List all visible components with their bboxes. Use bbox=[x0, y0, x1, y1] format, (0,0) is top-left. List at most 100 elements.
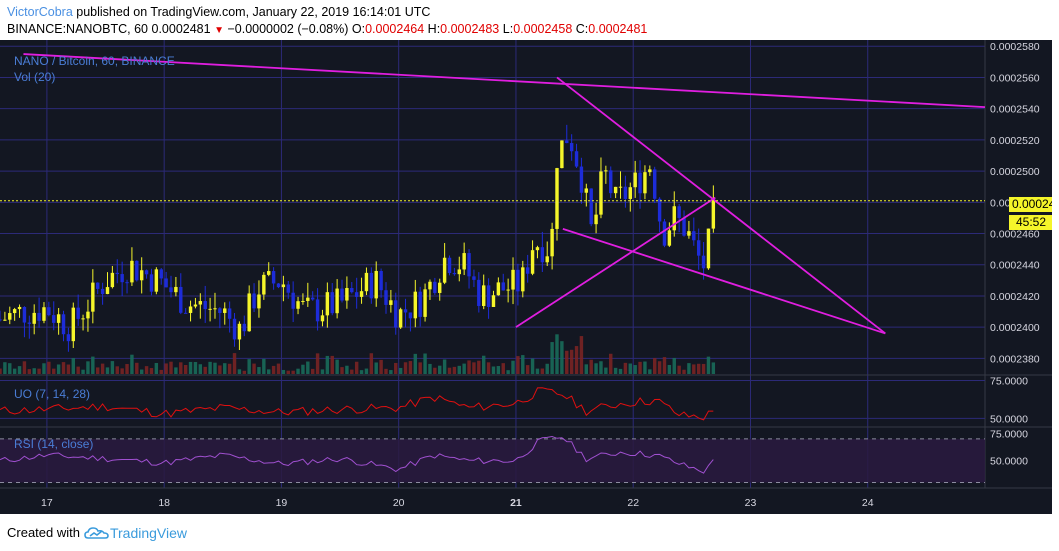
volume-bar bbox=[491, 366, 496, 374]
volume-bar bbox=[359, 370, 364, 374]
volume-bar bbox=[545, 363, 549, 374]
candle-body bbox=[579, 166, 584, 193]
indicator-lines bbox=[0, 387, 714, 474]
volume-bar bbox=[232, 353, 237, 374]
rsi-tick-label: 75.0000 bbox=[990, 428, 1028, 440]
candle-body bbox=[628, 187, 632, 199]
volume-bar bbox=[672, 357, 676, 374]
candle-body bbox=[110, 272, 115, 288]
time-tick-label: 17 bbox=[41, 497, 53, 509]
candle-body bbox=[320, 315, 325, 322]
countdown-tag: 45:52 bbox=[1009, 215, 1052, 230]
candle-body bbox=[81, 318, 85, 320]
rsi-legend[interactable]: RSI (14, close) bbox=[14, 437, 93, 451]
volume-bar bbox=[457, 365, 461, 374]
volume-bar bbox=[159, 369, 163, 374]
volume-bar bbox=[315, 353, 320, 374]
uo-legend[interactable]: UO (7, 14, 28) bbox=[14, 387, 90, 401]
candle-body bbox=[462, 253, 466, 270]
volume-bar bbox=[501, 363, 505, 374]
candle-body bbox=[47, 307, 51, 316]
candle-body bbox=[521, 267, 525, 292]
indicator-panel-backgrounds bbox=[0, 380, 985, 484]
publish-line: VictorCobra published on TradingView.com… bbox=[7, 4, 1052, 21]
candle-body bbox=[589, 188, 593, 225]
price-tick-label: 0.0002400 bbox=[990, 322, 1040, 334]
candle-body bbox=[428, 281, 432, 290]
price-tick-label: 0.0002420 bbox=[990, 291, 1040, 303]
tradingview-logo[interactable]: TradingView bbox=[84, 522, 187, 544]
volume-bar bbox=[374, 362, 378, 374]
volume-bars bbox=[0, 334, 716, 374]
candle-body bbox=[491, 295, 496, 307]
chart-title[interactable]: NANO / Bitcoin, 60, BINANCE bbox=[14, 54, 175, 68]
candle-body bbox=[310, 297, 315, 300]
high-label: H: bbox=[427, 22, 441, 36]
time-tick-label: 20 bbox=[393, 497, 405, 509]
volume-bar bbox=[594, 363, 598, 374]
volume-bar bbox=[262, 358, 266, 374]
author-link[interactable]: VictorCobra bbox=[7, 5, 73, 19]
volume-bar bbox=[242, 370, 247, 374]
time-tick-label: 24 bbox=[862, 497, 874, 509]
time-tick-label: 18 bbox=[158, 497, 170, 509]
candle-body bbox=[218, 308, 222, 313]
candle-body bbox=[662, 221, 667, 246]
candle-body bbox=[257, 294, 261, 309]
uo-line bbox=[0, 387, 714, 421]
trendline bbox=[515, 196, 716, 328]
volume-bar bbox=[447, 367, 452, 374]
candle-body bbox=[530, 250, 535, 274]
volume-bar bbox=[667, 364, 672, 374]
candle-body bbox=[481, 285, 486, 306]
candle-body bbox=[252, 293, 256, 309]
volume-bar bbox=[193, 362, 198, 374]
candle-body bbox=[139, 270, 144, 281]
volume-bar bbox=[47, 361, 51, 374]
volume-bar bbox=[496, 366, 501, 374]
volume-bar bbox=[350, 369, 354, 374]
trendline bbox=[23, 53, 986, 109]
candle-body bbox=[638, 172, 642, 194]
candle-body bbox=[540, 247, 545, 263]
candle-body bbox=[223, 308, 227, 313]
volume-bar bbox=[291, 370, 295, 374]
candle-body bbox=[3, 319, 7, 321]
candle-body bbox=[159, 269, 163, 279]
candle-body bbox=[565, 140, 569, 144]
last-price-tag-box bbox=[1009, 197, 1052, 212]
candle-body bbox=[169, 287, 173, 293]
volume-bar bbox=[56, 364, 61, 374]
volume-legend[interactable]: Vol (20) bbox=[14, 70, 55, 84]
volume-bar bbox=[345, 365, 349, 374]
volume-bar bbox=[418, 362, 422, 374]
rsi-line bbox=[0, 435, 714, 474]
price-tick-label: 0.0002500 bbox=[990, 166, 1040, 178]
volume-bar bbox=[472, 362, 476, 374]
candle-body bbox=[511, 269, 515, 290]
volume-bar bbox=[271, 365, 276, 374]
candle-body bbox=[232, 318, 237, 340]
volume-bar bbox=[52, 368, 56, 374]
volume-bar bbox=[115, 366, 119, 374]
volume-bar bbox=[643, 361, 647, 374]
volume-bar bbox=[335, 359, 339, 374]
tradingview-brand[interactable]: TradingView bbox=[109, 525, 188, 541]
volume-bar bbox=[286, 370, 290, 374]
candle-body bbox=[149, 274, 154, 292]
candle-body bbox=[418, 291, 422, 317]
candle-body bbox=[350, 288, 354, 293]
candle-body bbox=[623, 186, 628, 199]
candle-body bbox=[574, 151, 579, 167]
trendlines[interactable] bbox=[0, 53, 986, 335]
candle-body bbox=[711, 200, 716, 229]
chart-canvas[interactable]: 0.0002380 0.0002400 0.0002420 0.0002440 0.00… bbox=[0, 40, 1052, 514]
candle-body bbox=[27, 322, 32, 324]
volume-bar bbox=[682, 369, 686, 374]
chart-background bbox=[0, 40, 1052, 514]
time-tick-label: 22 bbox=[627, 497, 639, 509]
volume-bar bbox=[96, 367, 100, 374]
price-tick-label: 0.0002540 bbox=[990, 104, 1040, 116]
price-tick-label: 0.0002560 bbox=[990, 72, 1040, 84]
candle-body bbox=[657, 198, 662, 222]
